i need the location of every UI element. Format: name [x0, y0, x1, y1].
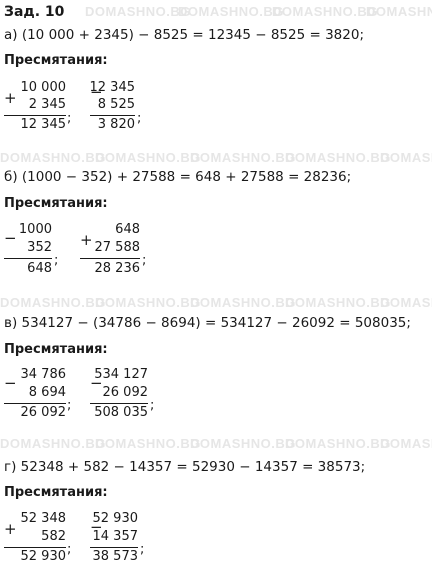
- result: 3 820: [97, 117, 135, 132]
- result: 38 573: [92, 549, 139, 564]
- result: 648: [27, 261, 52, 276]
- separator: ;: [150, 398, 155, 413]
- result-line: [80, 258, 140, 259]
- watermark: DOMASHNO.BG: [95, 150, 201, 165]
- operator: +: [4, 89, 17, 107]
- result-line: [90, 547, 138, 548]
- operand-2: 582: [41, 529, 66, 544]
- watermark: DOMASHNO.BG: [178, 4, 284, 19]
- watermark: DOMASHNO.BG: [0, 150, 106, 165]
- separator: ;: [67, 398, 72, 413]
- operator: −: [4, 229, 17, 247]
- separator: ;: [140, 542, 145, 557]
- result-line: [4, 115, 66, 116]
- operand-1: 52 348: [20, 511, 67, 526]
- operand-1: 10 000: [20, 80, 67, 95]
- operator: +: [4, 520, 17, 538]
- watermark: DOMASHNO.BG: [380, 295, 432, 310]
- operand-2: 26 092: [102, 385, 149, 400]
- watermark: DOMASHNO.BG: [366, 4, 432, 19]
- result-line: [4, 403, 66, 404]
- task-title: Зад. 10: [4, 4, 65, 20]
- operand-1: 52 930: [92, 511, 139, 526]
- watermark: DOMASHNO.BG: [285, 436, 391, 451]
- operand-2: 2 345: [28, 97, 66, 112]
- result: 508 035: [94, 405, 148, 420]
- column-calculation: + 52 348 582 52 930 ;: [4, 511, 71, 567]
- watermark: DOMASHNO.BG: [285, 295, 391, 310]
- watermark: DOMASHNO.BG: [190, 150, 296, 165]
- column-calculation: − 52 930 14 357 38 573 ;: [90, 511, 144, 567]
- separator: ;: [142, 253, 147, 268]
- operator: −: [90, 83, 103, 101]
- operand-1: 648: [115, 222, 140, 237]
- watermark: DOMASHNO.BG: [285, 150, 391, 165]
- calc-label: Пресмятания:: [4, 485, 108, 500]
- column-calculation: + 648 27 588 28 236 ;: [80, 222, 146, 278]
- result-line: [90, 115, 135, 116]
- operator: +: [80, 231, 93, 249]
- result: 52 930: [20, 549, 67, 564]
- result-line: [4, 258, 52, 259]
- result: 12 345: [20, 117, 67, 132]
- operator: −: [4, 374, 17, 392]
- equation: а) (10 000 + 2345) − 8525 = 12345 − 8525…: [4, 27, 364, 43]
- operand-1: 534 127: [94, 367, 148, 382]
- operand-2: 8 525: [97, 97, 135, 112]
- separator: ;: [67, 111, 72, 126]
- watermark: DOMASHNO.BG: [0, 295, 106, 310]
- result: 26 092: [20, 405, 67, 420]
- separator: ;: [54, 253, 59, 268]
- watermark: DOMASHNO.BG: [272, 4, 378, 19]
- watermark: DOMASHNO.BG: [95, 436, 201, 451]
- column-calculation: − 1000 352 648 ;: [4, 222, 58, 278]
- equation: б) (1000 − 352) + 27588 = 648 + 27588 = …: [4, 169, 352, 185]
- watermark: DOMASHNO.BG: [380, 150, 432, 165]
- operand-1: 34 786: [20, 367, 67, 382]
- watermark: DOMASHNO.BG: [95, 295, 201, 310]
- operator: −: [90, 518, 103, 536]
- watermark: DOMASHNO.BG: [0, 436, 106, 451]
- operand-2: 352: [27, 240, 52, 255]
- result-line: [90, 403, 148, 404]
- separator: ;: [137, 111, 142, 126]
- column-calculation: − 12 345 8 525 3 820 ;: [89, 80, 142, 136]
- operand-2: 14 357: [92, 529, 139, 544]
- watermark: DOMASHNO.BG: [85, 4, 191, 19]
- operand-1: 12 345: [89, 80, 136, 95]
- watermark: DOMASHNO.BG: [190, 436, 296, 451]
- separator: ;: [67, 542, 72, 557]
- calc-label: Пресмятания:: [4, 342, 108, 357]
- result-line: [4, 547, 66, 548]
- result: 28 236: [94, 261, 141, 276]
- operator: −: [90, 374, 103, 392]
- operand-2: 27 588: [94, 240, 141, 255]
- operand-2: 8 694: [28, 385, 66, 400]
- equation: в) 534127 − (34786 − 8694) = 534127 − 26…: [4, 315, 411, 331]
- operand-1: 1000: [18, 222, 52, 237]
- column-calculation: − 34 786 8 694 26 092 ;: [4, 367, 71, 423]
- column-calculation: + 10 000 2 345 12 345 ;: [4, 80, 71, 136]
- watermark: DOMASHNO.BG: [190, 295, 296, 310]
- equation: г) 52348 + 582 − 14357 = 52930 − 14357 =…: [4, 459, 366, 475]
- watermark: DOMASHNO.BG: [380, 436, 432, 451]
- column-calculation: − 534 127 26 092 508 035 ;: [90, 367, 154, 423]
- calc-label: Пресмятания:: [4, 53, 108, 68]
- calc-label: Пресмятания:: [4, 196, 108, 211]
